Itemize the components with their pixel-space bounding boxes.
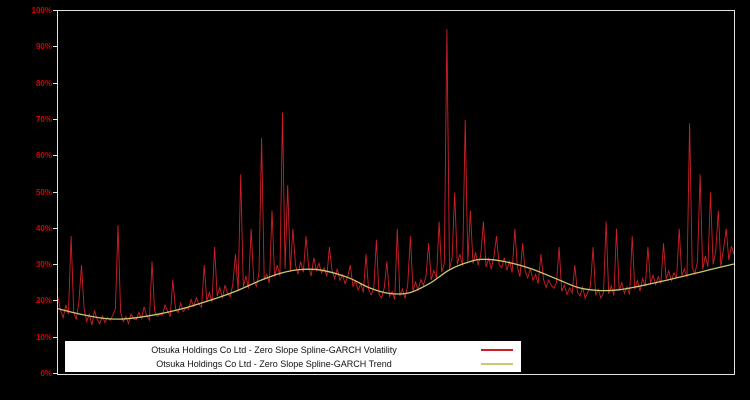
- y-axis-tick: [53, 10, 57, 11]
- y-axis-tick: [53, 300, 57, 302]
- y-axis-label: 80%: [35, 78, 52, 88]
- volatility-line-swatch: [481, 348, 513, 351]
- y-axis-tick: [53, 46, 57, 48]
- y-axis-label: 50%: [35, 187, 52, 197]
- y-axis-tick: [53, 155, 57, 157]
- y-axis-label: 40%: [35, 223, 52, 233]
- y-axis-label: 60%: [35, 151, 52, 161]
- y-axis-tick: [53, 118, 57, 120]
- legend-item-trend: Otsuka Holdings Co Ltd - Zero Slope Spli…: [69, 357, 517, 370]
- y-axis-tick: [53, 191, 57, 193]
- y-axis-tick: [53, 264, 57, 266]
- legend: Otsuka Holdings Co Ltd - Zero Slope Spli…: [65, 341, 521, 372]
- y-axis-tick: [53, 336, 57, 338]
- legend-item-volatility: Otsuka Holdings Co Ltd - Zero Slope Spli…: [69, 343, 517, 356]
- plot-area: Otsuka Holdings Co Ltd - Zero Slope Spli…: [57, 10, 735, 375]
- y-axis-label: 70%: [35, 114, 52, 124]
- trend-line-swatch: [481, 362, 513, 365]
- y-axis-label: 10%: [35, 332, 52, 342]
- chart-svg: [58, 29, 734, 326]
- y-axis-label: 20%: [35, 296, 52, 306]
- y-axis-label: 100%: [31, 6, 52, 15]
- y-axis-label: 30%: [35, 260, 52, 270]
- y-axis-tick: [53, 82, 57, 84]
- trend-series-line: [58, 258, 734, 320]
- y-axis-label: 0%: [40, 369, 52, 378]
- y-axis-tick: [53, 373, 57, 374]
- legend-label-trend: Otsuka Holdings Co Ltd - Zero Slope Spli…: [156, 358, 392, 369]
- legend-label-volatility: Otsuka Holdings Co Ltd - Zero Slope Spli…: [151, 344, 397, 355]
- volatility-series-line: [58, 29, 734, 326]
- y-axis-tick: [53, 227, 57, 229]
- y-axis-label: 90%: [35, 42, 52, 52]
